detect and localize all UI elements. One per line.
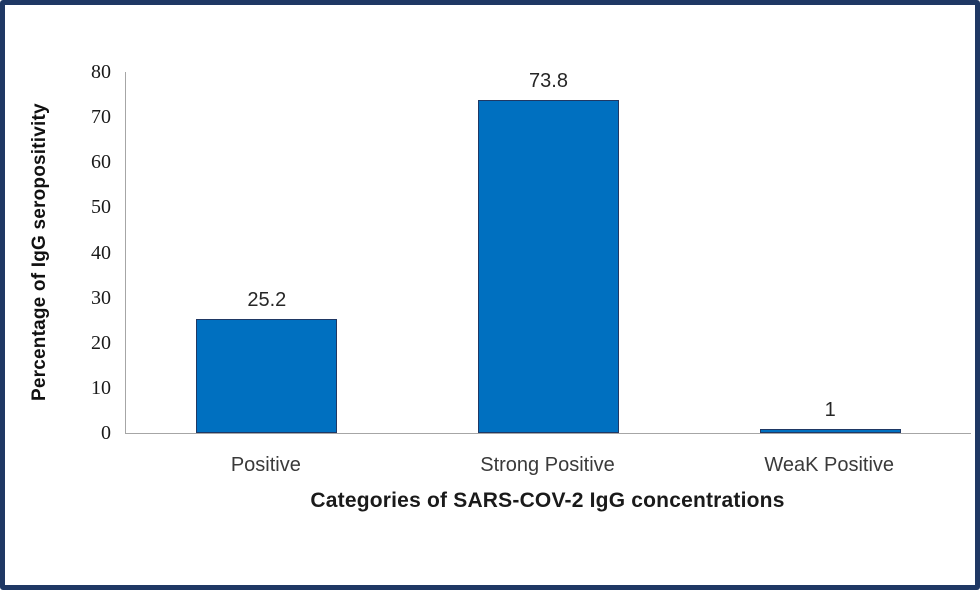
- y-tick-label: 70: [91, 106, 111, 129]
- y-tick-label: 80: [91, 61, 111, 83]
- category-label: Strong Positive: [480, 454, 615, 476]
- y-tick-label: 0: [101, 422, 111, 444]
- y-tick-label: 10: [91, 376, 111, 399]
- y-tick-label: 20: [91, 331, 111, 354]
- category-label: WeaK Positive: [764, 454, 895, 476]
- y-tick-label: 30: [91, 286, 111, 309]
- y-tick-label: 60: [91, 151, 111, 174]
- y-tick-label: 40: [91, 241, 111, 264]
- y-tick-label: 50: [91, 196, 111, 219]
- bar-slot: 25.2: [126, 72, 408, 433]
- category-label: Positive: [230, 454, 301, 476]
- bar-slot: 1: [689, 72, 971, 433]
- x-axis-title: Categories of SARS-COV-2 IgG concentrati…: [310, 489, 785, 512]
- bar-value-label: 73.8: [529, 69, 568, 92]
- bar-value-label: 1: [824, 398, 836, 421]
- bars-container: 25.2 73.8 1: [126, 69, 971, 433]
- bar-value-label: 25.2: [247, 289, 287, 312]
- bar-positive: [196, 319, 338, 433]
- bar-slot: 73.8: [408, 69, 690, 433]
- bar-weak-positive: [759, 428, 901, 433]
- plot-area: 25.2 73.8 1: [125, 69, 971, 434]
- bar-strong-positive: [478, 99, 619, 433]
- y-axis-ticks: 0 10 20 30 40 50 60 70 80: [5, 62, 111, 443]
- x-category-labels: Positive Strong Positive WeaK Positive: [125, 453, 970, 477]
